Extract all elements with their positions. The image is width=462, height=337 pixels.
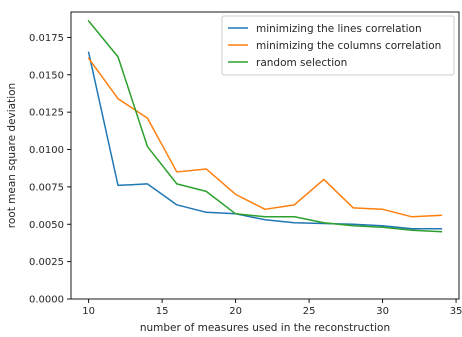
axes-frame [70, 11, 460, 300]
legend-box [221, 15, 455, 76]
series-line-2 [87, 57, 443, 218]
y-tick-label: 0.0050 [29, 220, 64, 231]
y-tick-label: 0.0125 [29, 108, 64, 119]
series-line-3 [87, 19, 443, 233]
y-axis-label: root mean square deviation [6, 83, 18, 228]
x-tick-label: 15 [156, 306, 169, 317]
y-tick-label: 0.0100 [29, 145, 64, 156]
legend: minimizing the lines correlation minimizi… [221, 15, 455, 76]
x-tick-label: 25 [303, 306, 316, 317]
x-tick-label: 20 [229, 306, 242, 317]
axes-layer: 10 15 20 25 30 35 0.0000 0.0025 0.0050 0.0075 0.01… [29, 11, 462, 317]
y-tick-label: 0.0075 [29, 182, 64, 193]
legend-label-3: random selection [256, 57, 347, 69]
y-tick-label: 0.0000 [29, 295, 64, 306]
y-tick-label: 0.0150 [29, 70, 64, 81]
y-tick-label: 0.0025 [29, 257, 64, 268]
x-tick-label: 10 [82, 306, 95, 317]
legend-label-1: minimizing the lines correlation [256, 23, 422, 35]
x-tick-label: 35 [450, 306, 462, 317]
y-tick-label: 0.0175 [29, 33, 64, 44]
legend-label-2: minimizing the columns correlation [256, 40, 441, 52]
series-layer [87, 19, 443, 233]
series-line-1 [87, 51, 443, 230]
x-tick-label: 30 [376, 306, 389, 317]
legend-items: minimizing the lines correlation minimizi… [228, 23, 441, 69]
x-axis-label: number of measures used in the reconstru… [140, 322, 390, 334]
